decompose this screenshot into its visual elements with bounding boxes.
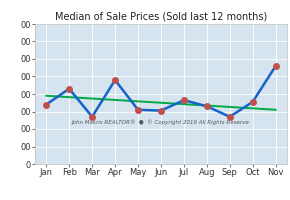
Point [273,64,278,68]
Title: Median of Sale Prices (Sold last 12 months): Median of Sale Prices (Sold last 12 mont… [55,12,267,22]
Point [113,78,117,82]
Point [136,108,140,111]
Point [159,109,163,112]
Point [44,103,49,106]
Text: John Makris REALTOR®  ●  © Copyright 2019 All Rights Reserve: John Makris REALTOR® ● © Copyright 2019 … [72,119,250,125]
Point [204,105,209,108]
Point [227,115,232,118]
Point [250,100,255,103]
Point [67,87,72,90]
Point [182,99,186,102]
Point [90,115,95,118]
